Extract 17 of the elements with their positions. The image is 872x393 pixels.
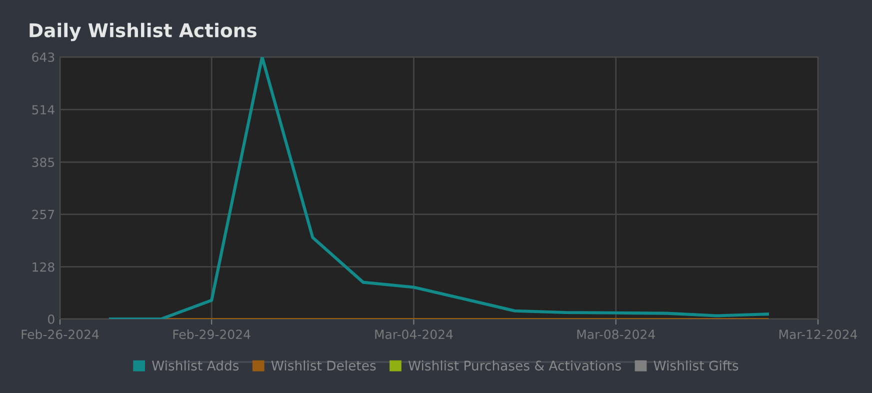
x-tick-label: Mar-04-2024	[375, 330, 453, 340]
legend-label: Wishlist Adds	[152, 360, 239, 371]
y-tick-label: 0	[48, 314, 54, 324]
x-tick-label: Feb-26-2024	[22, 329, 99, 340]
y-tick-label: 514	[32, 105, 54, 114]
y-tick-label: 643	[32, 52, 54, 62]
legend-label: Wishlist Gifts	[654, 360, 738, 371]
x-tick-label: Feb-29-2024	[173, 329, 250, 340]
chart-title: Daily Wishlist Actions	[30, 22, 256, 42]
legend-label: Wishlist Deletes	[271, 360, 376, 371]
x-tick-label: Mar-12-2024	[779, 330, 858, 340]
line-series	[109, 57, 769, 319]
y-tick-label: 128	[32, 262, 54, 272]
legend-label: Wishlist Purchases & Activations	[408, 360, 621, 371]
x-tick-label: Mar-08-2024	[577, 330, 655, 340]
y-tick-label: 385	[32, 158, 54, 168]
y-tick-label: 257	[32, 210, 54, 220]
